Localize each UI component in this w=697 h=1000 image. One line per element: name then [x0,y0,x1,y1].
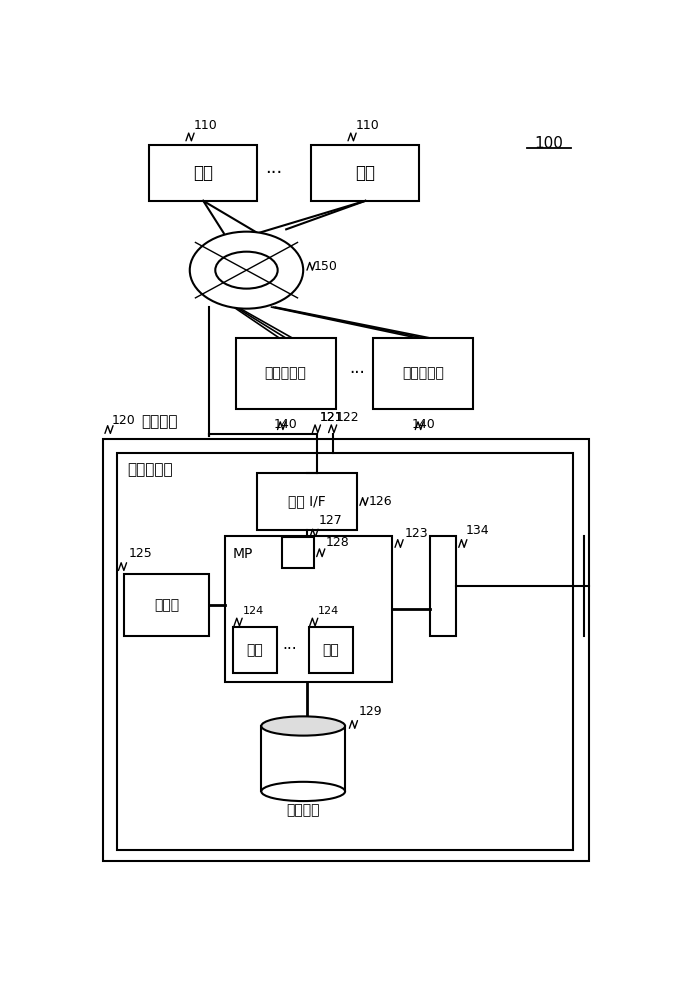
Bar [257,473,357,530]
Text: 存储装置: 存储装置 [286,804,320,818]
Ellipse shape [190,232,303,309]
Text: 126: 126 [369,495,392,508]
Bar [430,536,456,636]
Text: 驱动器壳体: 驱动器壳体 [265,366,307,380]
Ellipse shape [215,252,277,289]
Text: 128: 128 [326,536,350,549]
Text: 121: 121 [319,411,343,424]
Text: 134: 134 [466,524,489,537]
Text: 100: 100 [535,136,563,151]
Text: MP: MP [233,547,253,561]
Bar [282,537,314,568]
Text: 存储器: 存储器 [154,598,179,612]
Text: 122: 122 [336,411,359,424]
Bar [124,574,209,636]
Text: 主机: 主机 [355,164,375,182]
Text: 存储装置: 存储装置 [141,415,178,430]
Bar [117,453,574,850]
Text: 129: 129 [358,705,382,718]
Bar [236,338,336,409]
Text: 124: 124 [243,606,264,616]
Text: ···: ··· [282,642,297,657]
Text: 内核: 内核 [323,643,339,657]
Text: 121: 121 [319,411,343,424]
Text: 150: 150 [314,260,338,273]
Text: 127: 127 [319,514,343,527]
Text: 网络 I/F: 网络 I/F [289,495,326,509]
Text: 124: 124 [319,606,339,616]
Text: ···: ··· [265,164,282,182]
Text: 123: 123 [404,527,428,540]
Bar [233,627,277,673]
Bar [149,145,257,201]
Text: 主机: 主机 [193,164,213,182]
Bar [374,338,473,409]
Text: 120: 120 [112,414,135,427]
Bar [103,439,590,861]
Text: 存储控制器: 存储控制器 [128,463,174,478]
Text: 内核: 内核 [247,643,263,657]
Text: 驱动器壳体: 驱动器壳体 [402,366,444,380]
Ellipse shape [261,716,345,736]
Text: 125: 125 [128,547,152,560]
Text: 140: 140 [411,418,435,431]
Text: 110: 110 [356,119,380,132]
Bar [309,627,353,673]
Ellipse shape [261,782,345,801]
Text: 110: 110 [194,119,218,132]
Bar [225,536,392,682]
Bar [312,145,420,201]
Text: ···: ··· [349,364,365,382]
Text: 140: 140 [274,418,298,431]
